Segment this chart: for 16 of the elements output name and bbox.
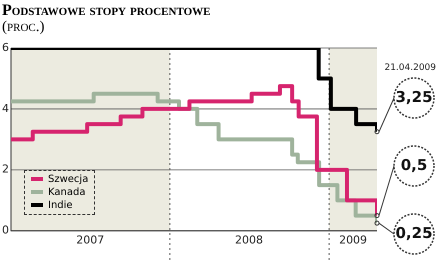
annotation: 0,5: [400, 156, 428, 174]
x-tick-label: 2007: [76, 233, 104, 246]
text: 21.04.2009: [384, 63, 436, 73]
y-tick-label: 6: [2, 40, 9, 54]
chart-title: Podstawowe stopy procentowe: [2, 2, 210, 19]
x-tick-label: 2008: [235, 233, 264, 246]
legend-label: Kanada: [48, 187, 86, 198]
x-tick-label: 2009: [339, 233, 368, 246]
y-tick-label: 0: [2, 224, 9, 237]
y-tick-label: 2: [2, 162, 9, 176]
legend-label: Indie: [48, 200, 73, 211]
annotation: 0,25: [395, 224, 433, 242]
legend-label: Szwecja: [48, 174, 88, 185]
annotation: 3,25: [395, 88, 433, 106]
chart-subtitle: (proc.): [2, 19, 46, 35]
y-tick-label: 4: [2, 102, 9, 115]
